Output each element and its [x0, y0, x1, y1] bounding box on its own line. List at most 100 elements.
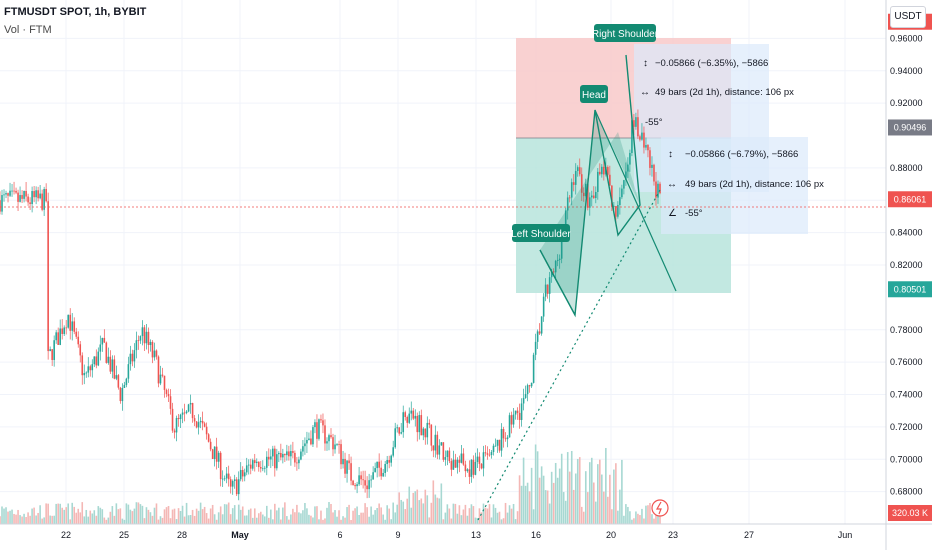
volume-bar: [386, 505, 388, 524]
volume-bar: [47, 503, 49, 524]
candle-body: [472, 459, 475, 475]
volume-bar: [332, 512, 334, 524]
volume-bar: [412, 492, 415, 524]
head-label-bg[interactable]: [580, 85, 608, 103]
candle-body: [362, 479, 364, 481]
right-shoulder-label-bg[interactable]: [594, 24, 656, 42]
candle-body: [103, 337, 106, 343]
time-tick-label: 9: [395, 530, 400, 540]
volume-bar: [296, 504, 298, 524]
volume-bar: [195, 508, 198, 524]
candle-body: [520, 403, 523, 420]
candle-body: [468, 469, 471, 477]
time-tick-label: 22: [61, 530, 71, 540]
volume-bar: [205, 513, 208, 524]
volume-bar: [438, 498, 441, 524]
volume-bar: [239, 509, 242, 524]
volume-bar: [103, 517, 106, 524]
measure-tool-2[interactable]: ↕ −0.05866 (−6.79%), −5866 ↔ 49 bars (2d…: [667, 149, 824, 219]
volume-bar: [336, 516, 338, 524]
volume-bar: [530, 467, 533, 524]
candle-body: [290, 451, 292, 457]
volume-bar: [482, 503, 485, 524]
measure-2-angle: -55°: [685, 208, 703, 219]
volume-bar: [264, 516, 266, 524]
candle-body: [261, 468, 264, 470]
measure-1-price: −0.05866 (−6.35%), −5866: [655, 58, 768, 69]
volume-bar: [619, 489, 621, 524]
price-tick-label: 0.74000: [890, 390, 923, 400]
measure-1-bars: 49 bars (2d 1h), distance: 106 px: [655, 87, 794, 98]
volume-bar: [590, 457, 593, 524]
measure-tool-1[interactable]: ↕ −0.05866 (−6.35%), −5866 ↔ 49 bars (2d…: [640, 58, 794, 128]
candle-body: [177, 417, 180, 420]
measure-1-price-icon: ↕: [643, 58, 648, 69]
volume-bar: [31, 508, 33, 524]
candle-body: [115, 375, 118, 379]
volume-bar: [111, 506, 114, 524]
projection-line[interactable]: [594, 109, 677, 292]
price-tag: [888, 191, 932, 208]
candle-body: [506, 437, 509, 440]
candle-body: [534, 341, 537, 355]
candle-body: [530, 382, 533, 387]
price-axis-bg[interactable]: [886, 0, 932, 550]
candle-body: [171, 408, 174, 431]
volume-bar: [629, 511, 631, 524]
candle-body: [574, 171, 577, 185]
candle-body: [270, 456, 272, 460]
currency-unit-button[interactable]: USDT: [890, 6, 926, 28]
candle-body: [324, 425, 326, 444]
candle-body: [524, 394, 527, 398]
volume-bar: [404, 509, 407, 524]
price-range-box-2[interactable]: [661, 137, 808, 234]
volume-bar: [572, 489, 575, 524]
alert-clock-icon[interactable]: [651, 499, 669, 517]
candle-body: [582, 192, 585, 197]
candle-body: [77, 336, 80, 345]
candle-body: [282, 453, 284, 458]
head-and-shoulders-pattern[interactable]: [477, 54, 677, 521]
volume-bar: [564, 500, 567, 524]
candle-body: [302, 446, 304, 452]
candle-body: [241, 469, 244, 477]
candle-body: [9, 190, 11, 196]
volume-bar: [71, 502, 74, 524]
volume-bar: [312, 517, 314, 524]
candle-body: [452, 459, 455, 470]
volume-bar: [562, 492, 565, 524]
candle-body: [336, 444, 338, 445]
volume-bar: [237, 504, 240, 524]
candle-body: [137, 340, 140, 342]
candle-body: [312, 427, 314, 445]
volume-bar: [340, 519, 342, 524]
volume-bar: [69, 519, 72, 524]
position-zones[interactable]: [516, 38, 808, 293]
volume-bar: [372, 514, 374, 524]
volume-bar: [382, 514, 384, 524]
left-shoulder-label-bg[interactable]: [512, 224, 570, 242]
volume-bar: [462, 509, 465, 524]
candle-body: [623, 180, 625, 189]
volume-indicator-label[interactable]: Vol · FTM: [4, 24, 52, 36]
candle-body: [223, 478, 226, 480]
volume-bar: [13, 513, 15, 524]
candle-body: [340, 444, 342, 465]
volume-bar: [480, 512, 483, 524]
candle-body: [601, 166, 603, 175]
candle-body: [552, 271, 555, 273]
candle-body: [560, 237, 563, 259]
volume-bar: [506, 512, 509, 524]
candle-body: [613, 206, 615, 207]
candle-body: [195, 421, 198, 428]
candle-body: [454, 459, 457, 468]
candle-body: [374, 468, 376, 473]
pattern-labels[interactable]: Left Shoulder Head Right Shoulder: [511, 24, 659, 242]
candle-body: [442, 442, 445, 460]
candle-body: [95, 356, 98, 366]
candle-body: [492, 445, 495, 452]
volume-bar: [288, 519, 290, 524]
chart-symbol-title[interactable]: FTMUSDT SPOT, 1h, BYBIT: [4, 6, 147, 18]
price-tick-label: 0.76000: [890, 357, 923, 367]
